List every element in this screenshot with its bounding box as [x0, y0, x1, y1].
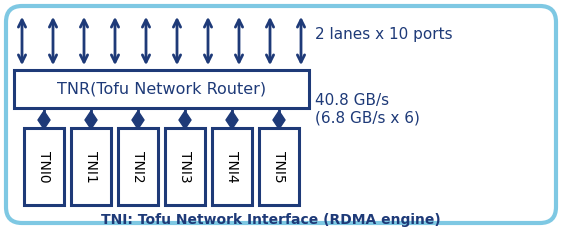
Polygon shape	[85, 111, 97, 129]
Text: TNI: Tofu Network Interface (RDMA engine): TNI: Tofu Network Interface (RDMA engine…	[101, 213, 441, 227]
FancyBboxPatch shape	[24, 128, 64, 205]
FancyBboxPatch shape	[6, 6, 556, 223]
Text: TNI2: TNI2	[131, 151, 145, 182]
FancyBboxPatch shape	[14, 70, 309, 108]
Text: 40.8 GB/s: 40.8 GB/s	[315, 93, 389, 107]
Polygon shape	[226, 111, 238, 129]
Text: TNI5: TNI5	[272, 151, 286, 182]
Text: TNI0: TNI0	[37, 151, 51, 182]
FancyBboxPatch shape	[212, 128, 252, 205]
Polygon shape	[273, 111, 285, 129]
FancyBboxPatch shape	[71, 128, 111, 205]
Text: TNR(Tofu Network Router): TNR(Tofu Network Router)	[57, 82, 266, 96]
Polygon shape	[38, 111, 50, 129]
Text: TNI1: TNI1	[84, 151, 98, 182]
Text: TNI3: TNI3	[178, 151, 192, 182]
Text: (6.8 GB/s x 6): (6.8 GB/s x 6)	[315, 111, 420, 125]
Text: 2 lanes x 10 ports: 2 lanes x 10 ports	[315, 27, 452, 43]
Polygon shape	[132, 111, 144, 129]
FancyBboxPatch shape	[118, 128, 158, 205]
Text: TNI4: TNI4	[225, 151, 239, 182]
Polygon shape	[179, 111, 191, 129]
FancyBboxPatch shape	[165, 128, 205, 205]
FancyBboxPatch shape	[259, 128, 299, 205]
